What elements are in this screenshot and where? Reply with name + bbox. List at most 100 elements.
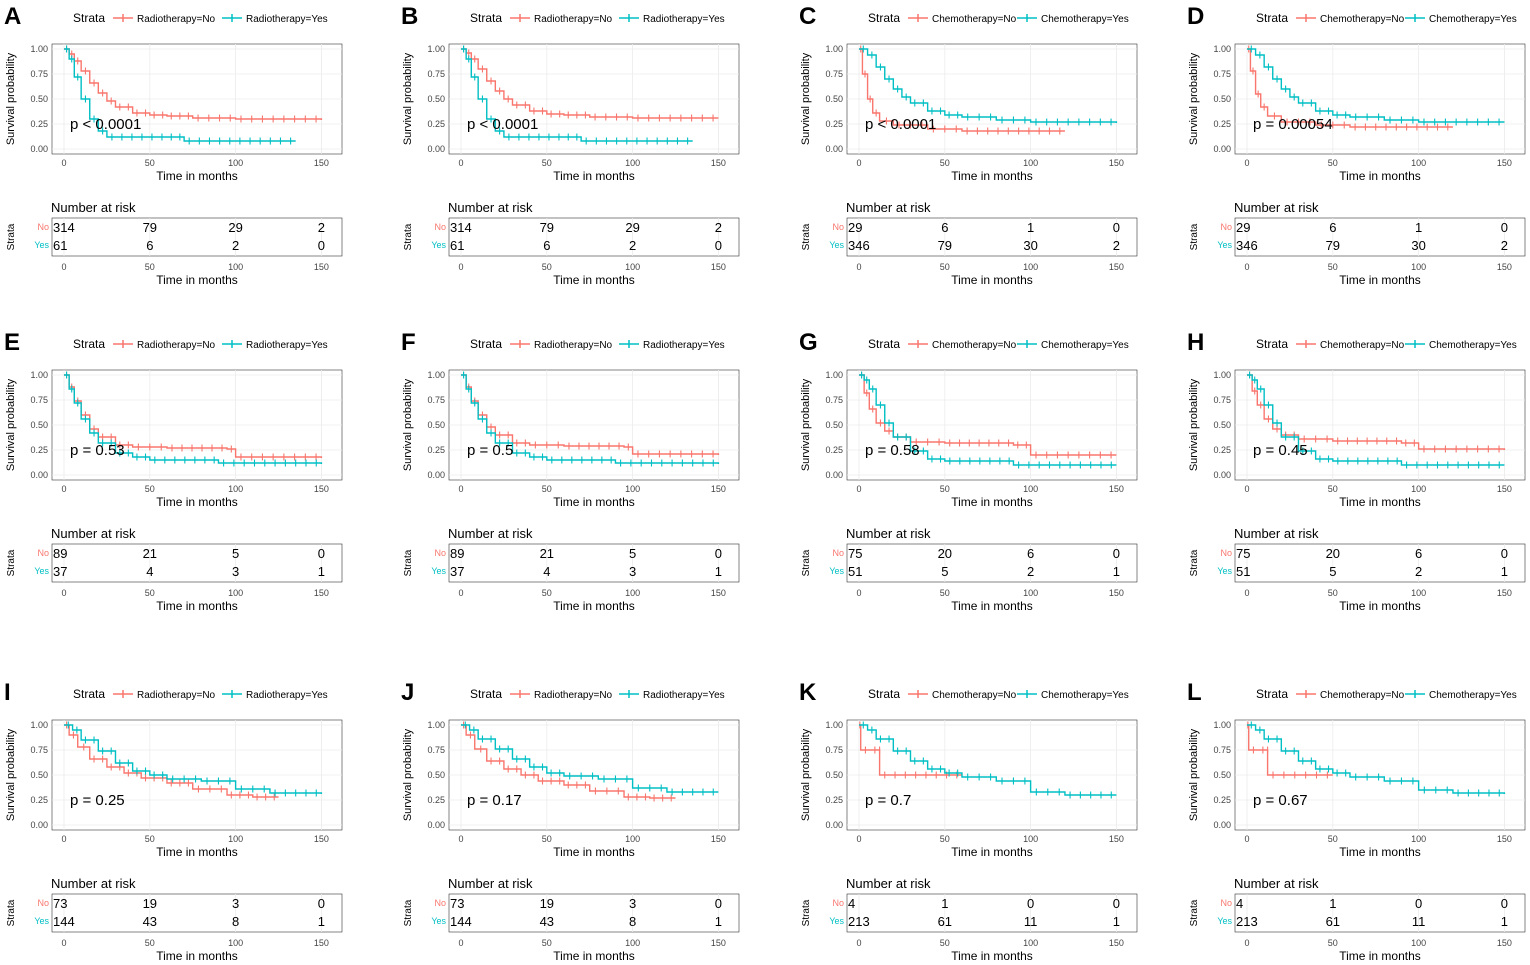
- risk-value-no: 4: [848, 896, 855, 911]
- risk-strata-title: Strata: [6, 549, 17, 576]
- y-tick-label: 0.00: [30, 144, 48, 154]
- risk-x-tick-label: 150: [1109, 938, 1124, 948]
- x-tick-label: 100: [625, 484, 640, 494]
- risk-row-label-no: No: [434, 222, 446, 232]
- x-tick-label: 100: [1023, 834, 1038, 844]
- x-tick-label: 150: [711, 834, 726, 844]
- risk-x-tick-label: 100: [1023, 262, 1038, 272]
- y-tick-label: 0.50: [30, 770, 48, 780]
- panel-a: A Strata Radiotherapy=No Radiotherapy=Yes 0.…: [4, 3, 343, 287]
- y-tick-label: 0.75: [1213, 395, 1231, 405]
- y-tick-label: 1.00: [1213, 720, 1231, 730]
- risk-row-label-yes: Yes: [431, 240, 446, 250]
- risk-value-yes: 0: [715, 238, 722, 253]
- risk-strata-title: Strata: [6, 899, 17, 926]
- risk-row-label-yes: Yes: [829, 240, 844, 250]
- x-axis-title: Time in months: [156, 495, 238, 509]
- x-tick-label: 50: [145, 834, 155, 844]
- y-tick-label: 0.00: [427, 144, 445, 154]
- risk-value-no: 3: [629, 896, 636, 911]
- risk-value-no: 0: [1501, 220, 1508, 235]
- risk-x-tick-label: 100: [625, 262, 640, 272]
- risk-value-yes: 30: [1411, 238, 1425, 253]
- x-tick-label: 100: [1023, 158, 1038, 168]
- risk-value-no: 6: [1415, 546, 1422, 561]
- panel-d: D Strata Chemotherapy=No Chemotherapy=Yes 0.…: [1187, 3, 1526, 287]
- risk-value-no: 20: [938, 546, 952, 561]
- risk-strata-title: Strata: [403, 223, 414, 250]
- risk-value-no: 0: [1501, 896, 1508, 911]
- panel-c: C Strata Chemotherapy=No Chemotherapy=Yes 0.…: [799, 3, 1138, 287]
- risk-strata-title: Strata: [403, 549, 414, 576]
- km-curve-yes: [64, 724, 323, 794]
- risk-x-tick-label: 100: [625, 938, 640, 948]
- risk-value-yes: 79: [938, 238, 952, 253]
- km-curve-yes: [859, 374, 1117, 466]
- risk-value-no: 29: [1236, 220, 1250, 235]
- y-tick-label: 0.75: [427, 745, 445, 755]
- y-axis-title: Survival probability: [800, 52, 812, 145]
- risk-table-title: Number at risk: [448, 876, 533, 891]
- risk-row-label-yes: Yes: [829, 566, 844, 576]
- risk-value-no: 21: [143, 546, 157, 561]
- risk-x-tick-label: 0: [856, 588, 861, 598]
- risk-value-no: 1: [1027, 220, 1034, 235]
- risk-row-label-yes: Yes: [1217, 916, 1232, 926]
- legend-entry: Radiotherapy=No: [137, 340, 216, 351]
- risk-value-yes: 2: [232, 238, 239, 253]
- risk-row-label-no: No: [1220, 222, 1232, 232]
- risk-table-title: Number at risk: [51, 526, 136, 541]
- risk-row-label-yes: Yes: [431, 916, 446, 926]
- km-curve-no: [64, 724, 279, 798]
- y-tick-label: 0.25: [30, 445, 48, 455]
- y-tick-label: 0.50: [1213, 420, 1231, 430]
- risk-value-yes: 2: [1113, 238, 1120, 253]
- x-tick-label: 150: [711, 484, 726, 494]
- risk-value-no: 73: [450, 896, 464, 911]
- risk-x-tick-label: 150: [1497, 938, 1512, 948]
- risk-value-yes: 61: [53, 238, 67, 253]
- risk-value-yes: 4: [146, 564, 153, 579]
- x-tick-label: 0: [458, 484, 463, 494]
- risk-strata-title: Strata: [1189, 549, 1200, 576]
- x-tick-label: 0: [1244, 484, 1249, 494]
- x-tick-label: 50: [1328, 158, 1338, 168]
- km-curve-yes: [461, 48, 693, 142]
- risk-x-tick-label: 50: [145, 262, 155, 272]
- km-curve-yes: [859, 724, 1117, 796]
- x-axis-title: Time in months: [553, 169, 635, 183]
- risk-table-panel: [846, 893, 1138, 933]
- x-tick-label: 0: [61, 484, 66, 494]
- panel-label: C: [799, 3, 816, 30]
- x-axis-title: Time in months: [553, 845, 635, 859]
- y-tick-label: 0.25: [427, 445, 445, 455]
- risk-x-tick-label: 150: [711, 938, 726, 948]
- legend-entry: Radiotherapy=No: [137, 690, 216, 701]
- risk-value-yes: 11: [1024, 914, 1038, 929]
- legend-title: Strata: [1256, 337, 1288, 351]
- y-axis-title: Survival probability: [5, 728, 17, 821]
- y-tick-label: 0.00: [30, 470, 48, 480]
- risk-table-panel: [1234, 217, 1526, 257]
- risk-table-panel: [51, 217, 343, 257]
- km-curve-yes: [64, 48, 296, 142]
- risk-value-no: 0: [1113, 896, 1120, 911]
- risk-table-panel: [448, 543, 740, 583]
- legend-entry: Radiotherapy=No: [137, 14, 216, 25]
- legend-title: Strata: [470, 337, 502, 351]
- risk-strata-title: Strata: [1189, 899, 1200, 926]
- y-axis-title: Survival probability: [800, 378, 812, 471]
- risk-value-no: 2: [715, 220, 722, 235]
- risk-value-yes: 346: [848, 238, 870, 253]
- risk-value-yes: 43: [143, 914, 157, 929]
- risk-value-yes: 61: [450, 238, 464, 253]
- risk-x-tick-label: 50: [940, 938, 950, 948]
- risk-value-no: 29: [625, 220, 639, 235]
- x-tick-label: 50: [145, 484, 155, 494]
- panel-k: K Strata Chemotherapy=No Chemotherapy=Yes 0.…: [799, 679, 1138, 963]
- legend-entry: Chemotherapy=Yes: [1429, 14, 1517, 25]
- risk-value-yes: 4: [543, 564, 550, 579]
- risk-value-no: 0: [318, 546, 325, 561]
- risk-table-panel: [846, 217, 1138, 257]
- risk-x-axis-title: Time in months: [951, 273, 1033, 287]
